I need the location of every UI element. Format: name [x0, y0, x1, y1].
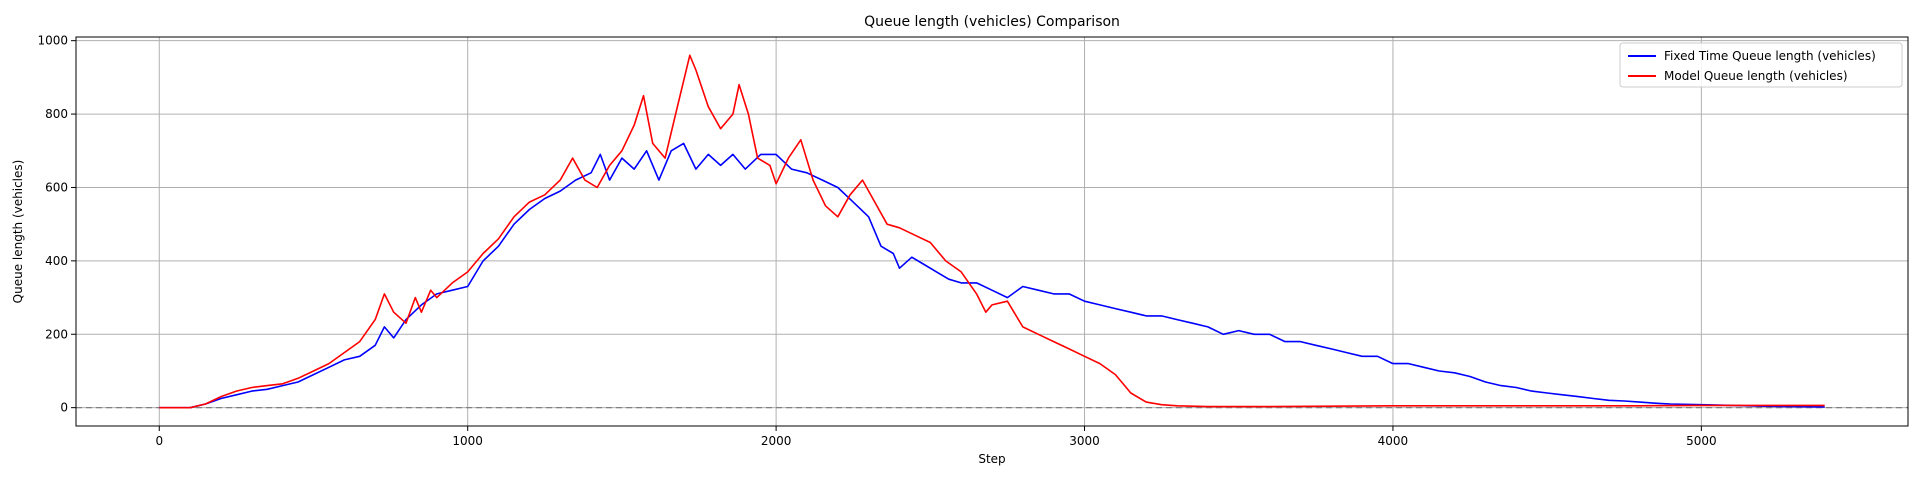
chart-title: Queue length (vehicles) Comparison: [864, 14, 1120, 30]
series-line-fixed-time: [159, 142, 1825, 409]
x-tick-label: 4000: [1378, 434, 1409, 448]
y-tick-label: 400: [45, 254, 68, 268]
grid-lines: [76, 37, 1908, 426]
x-tick-label: 2000: [761, 434, 792, 448]
y-axis-label: Queue length (vehicles): [11, 160, 25, 304]
y-tick-label: 200: [45, 327, 68, 341]
series-line-model: [159, 54, 1825, 409]
y-tick-label: 800: [45, 107, 68, 121]
x-tick-label: 0: [155, 434, 163, 448]
series-layer: [159, 54, 1825, 409]
y-tick-label: 600: [45, 180, 68, 194]
y-axis-ticks: 0 200 400 600 800 1000: [37, 34, 76, 415]
x-axis-ticks: 0 1000 2000 3000 4000 5000: [155, 426, 1717, 448]
y-tick-label: 0: [60, 401, 68, 415]
x-tick-label: 1000: [452, 434, 483, 448]
x-tick-label: 3000: [1069, 434, 1100, 448]
legend: Fixed Time Queue length (vehicles) Model…: [1619, 42, 1903, 88]
axes-frame: [75, 36, 1909, 427]
y-tick-label: 1000: [37, 34, 68, 48]
legend-box: [1619, 42, 1903, 88]
legend-label-model: Model Queue length (vehicles): [1664, 69, 1848, 83]
x-axis-label: Step: [978, 452, 1005, 466]
x-tick-label: 5000: [1686, 434, 1717, 448]
legend-label-fixed-time: Fixed Time Queue length (vehicles): [1664, 49, 1876, 63]
